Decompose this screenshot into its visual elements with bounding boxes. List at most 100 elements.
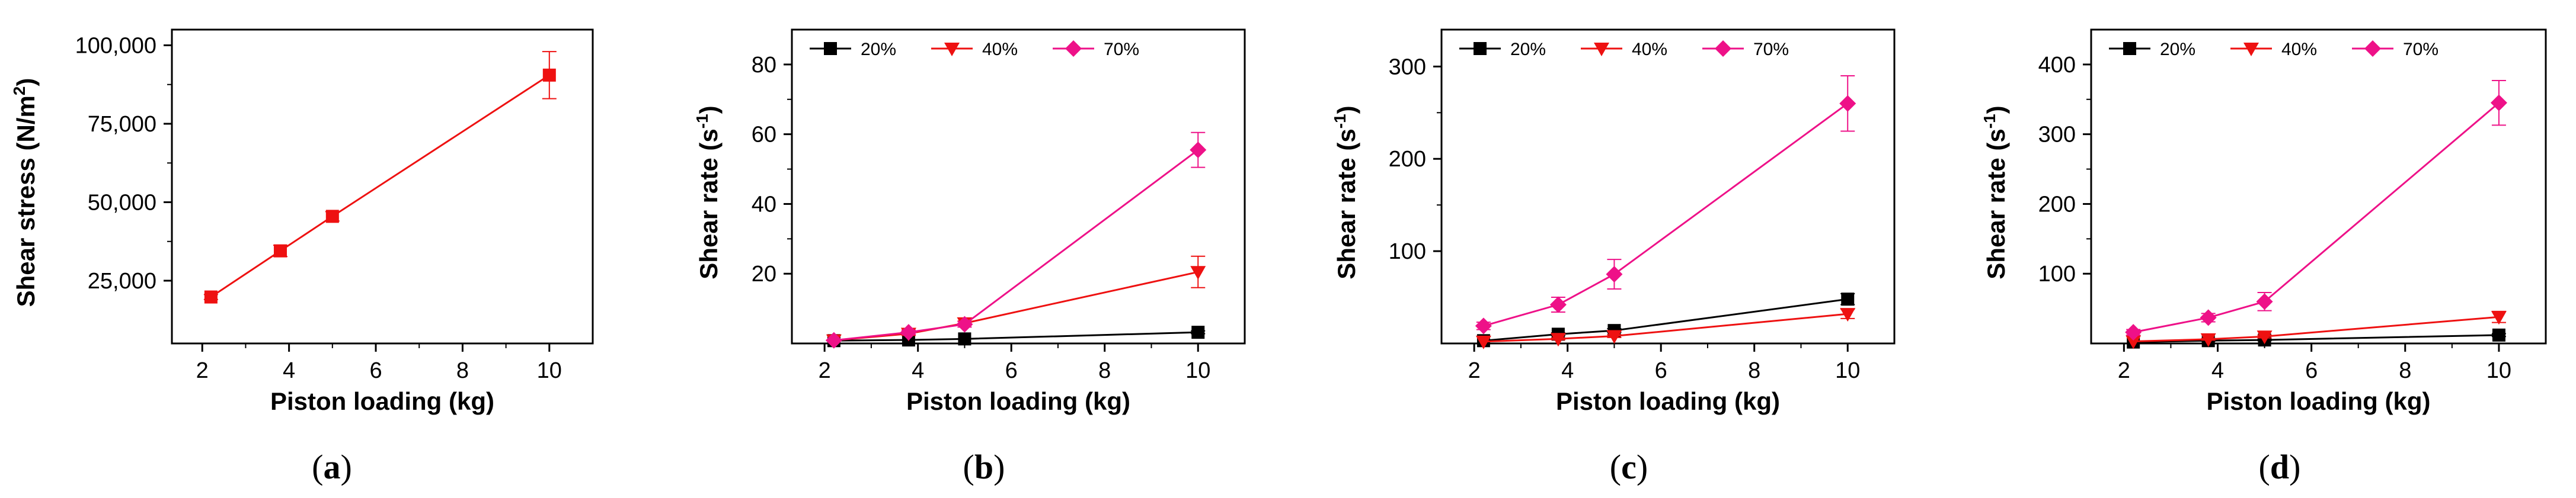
series-70pct — [2125, 79, 2507, 341]
legend-label: 40% — [982, 40, 1018, 59]
data-point — [1840, 308, 1856, 322]
data-point — [1190, 142, 1207, 159]
x-tick-label: 8 — [1748, 358, 1760, 383]
data-point — [2490, 94, 2507, 111]
legend-marker — [2123, 42, 2136, 55]
y-axis-title-end: ) — [695, 105, 723, 114]
y-tick-label: 80 — [752, 53, 776, 78]
caption-paren-open: ( — [963, 448, 974, 486]
series-line — [1483, 102, 1849, 327]
series-line — [833, 331, 1198, 342]
panel-a: 2 4 6 8 10 25,000 50,000 75,000 100,000 Piston lo… — [10, 28, 594, 486]
x-tick-label: 6 — [2305, 358, 2318, 383]
y-axis-title-sup: -1 — [1331, 114, 1349, 128]
y-axis-title-sup: -1 — [693, 114, 711, 128]
series-line — [2133, 334, 2499, 343]
data-point — [1190, 266, 1206, 280]
data-point — [2257, 330, 2273, 345]
y-tick-label: 400 — [2038, 53, 2076, 78]
legend-label: 70% — [2403, 40, 2438, 59]
x-tick-label: 4 — [912, 358, 924, 383]
x-axis-title: Piston loading (kg) — [906, 387, 1130, 415]
y-tick-label: 300 — [2038, 123, 2076, 147]
legend-label: 40% — [1632, 40, 1667, 59]
series-70pct — [1475, 75, 1856, 335]
y-axis-title: Shear stress (N/m2) — [10, 78, 40, 307]
x-tick-label: 4 — [283, 358, 295, 383]
data-point — [2126, 335, 2142, 349]
series-line — [833, 149, 1199, 342]
data-point — [956, 316, 973, 333]
data-point — [273, 244, 287, 258]
data-point — [958, 332, 971, 346]
panel-caption: (d) — [2259, 448, 2301, 486]
x-axis-title: Piston loading (kg) — [270, 387, 494, 415]
legend-label: 40% — [2281, 40, 2317, 59]
y-tick-label: 100 — [1389, 239, 1426, 264]
caption-paren-close: ) — [341, 448, 352, 486]
x-tick-label: 2 — [196, 358, 209, 383]
y-axis-title-sup: -1 — [1980, 114, 1999, 128]
legend: 20% 40% 70% — [810, 40, 1139, 59]
legend-label: 70% — [1753, 40, 1789, 59]
x-tick-label: 8 — [1098, 358, 1111, 383]
caption-letter: a — [324, 448, 341, 486]
series-40pct — [2126, 310, 2507, 349]
x-tick-label: 10 — [1185, 358, 1210, 383]
data-point — [204, 290, 218, 304]
data-point — [1550, 333, 1566, 347]
y-tick-label: 100,000 — [75, 34, 156, 59]
y-axis-title-main: Shear rate (s — [695, 128, 723, 279]
x-axis-title: Piston loading (kg) — [1556, 387, 1780, 415]
data-point — [2491, 311, 2507, 325]
data-point — [1839, 95, 1856, 112]
legend-marker — [944, 43, 960, 56]
y-axis-title: Shear rate (s-1) — [1331, 105, 1360, 279]
x-tick-label: 2 — [2118, 358, 2130, 383]
y-tick-label: 20 — [752, 262, 776, 287]
legend-label: 70% — [1104, 40, 1139, 59]
data-point — [1606, 266, 1623, 283]
plot-frame — [791, 28, 1246, 345]
data-point — [1475, 335, 1491, 349]
data-point — [1191, 326, 1205, 339]
y-axis-title-main: Shear stress (N/m — [12, 95, 40, 307]
data-point — [2125, 324, 2142, 341]
legend-marker — [1474, 42, 1487, 55]
y-axis-title: Shear rate (s-1) — [1980, 105, 2010, 279]
legend-label: 20% — [2160, 40, 2195, 59]
caption-letter: b — [974, 448, 993, 486]
series-line — [1483, 298, 1848, 342]
y-axis-title-sup: 2 — [10, 86, 28, 96]
series-shear-stress — [203, 51, 557, 304]
data-point — [1841, 293, 1855, 306]
series-40pct — [1475, 308, 1856, 349]
caption-paren-open: ( — [1610, 448, 1621, 486]
y-tick-label: 25,000 — [88, 269, 156, 294]
data-point — [542, 68, 556, 82]
plot-frame — [2090, 28, 2547, 345]
y-tick-label: 200 — [2038, 192, 2076, 217]
data-point — [2200, 309, 2217, 326]
legend-marker — [2364, 40, 2381, 57]
legend-marker — [1065, 40, 1082, 57]
y-tick-label: 40 — [752, 192, 776, 217]
series-line — [2133, 102, 2500, 333]
series-70pct — [825, 131, 1207, 349]
x-tick-label: 2 — [1468, 358, 1481, 383]
legend-marker — [1715, 40, 1731, 57]
legend-label: 20% — [1510, 40, 1546, 59]
x-tick-label: 10 — [537, 358, 562, 383]
panel-d: 2 4 6 8 10 100 200 300 400 Piston loading (kg) She… — [1980, 28, 2547, 486]
y-axis-title-end: ) — [12, 78, 40, 86]
x-tick-label: 8 — [2399, 358, 2411, 383]
y-axis-title-end: ) — [1332, 105, 1360, 114]
data-point — [325, 210, 339, 223]
legend-marker — [1594, 43, 1609, 56]
legend: 20% 40% 70% — [1459, 40, 1789, 59]
caption-paren-open: ( — [312, 448, 323, 486]
x-tick-label: 8 — [456, 358, 469, 383]
legend-label: 20% — [861, 40, 896, 59]
legend-marker — [2243, 43, 2259, 56]
panel-caption: (a) — [312, 448, 352, 486]
